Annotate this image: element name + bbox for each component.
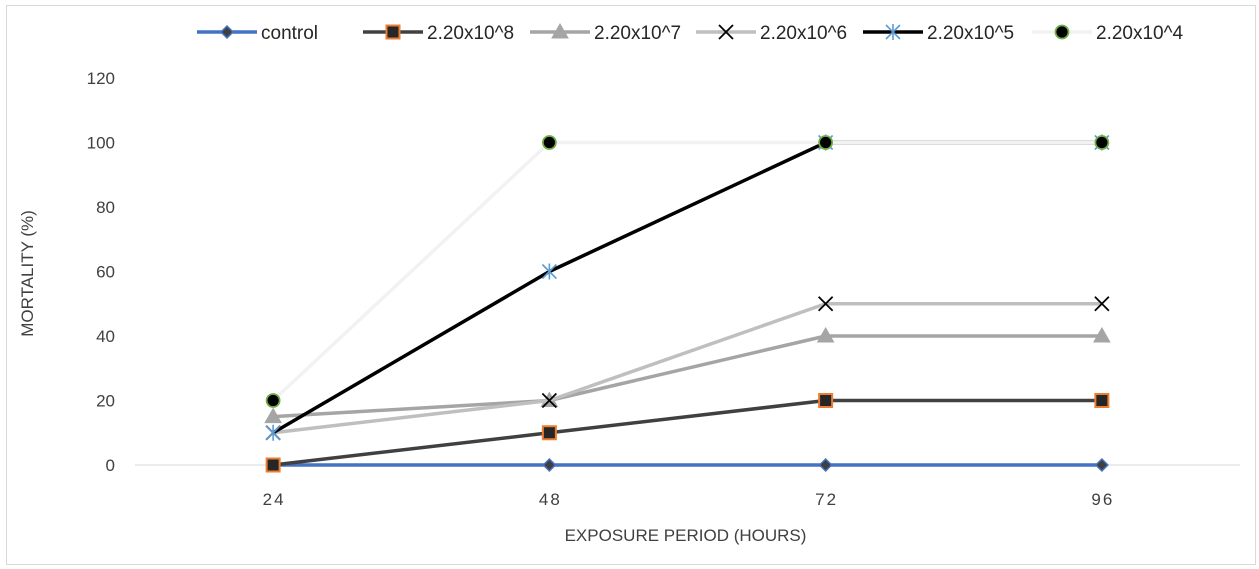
x-axis-title: EXPOSURE PERIOD (HOURS) — [565, 526, 807, 545]
data-point — [816, 326, 835, 343]
legend-marker — [219, 24, 235, 40]
y-tick-label: 100 — [87, 134, 115, 153]
data-point — [818, 457, 833, 473]
series-line — [273, 334, 1102, 419]
legend-marker — [1054, 24, 1070, 40]
legend-label: 2.20x10^5 — [927, 23, 1014, 44]
legend-label: 2.20x10^4 — [1096, 23, 1184, 44]
data-point — [541, 263, 557, 280]
series-line — [272, 140, 1102, 435]
legend-marker — [385, 24, 401, 40]
y-axis-ticks: 0 20 40 60 80 100 120 — [87, 69, 115, 475]
series-line — [272, 398, 1102, 467]
y-tick-label: 80 — [96, 198, 115, 217]
legend-marker — [885, 24, 901, 40]
y-tick-label: 40 — [96, 327, 115, 346]
series-2 — [264, 326, 1111, 424]
data-point — [542, 457, 557, 473]
legend-label: control — [261, 23, 318, 44]
data-point — [1094, 296, 1110, 312]
data-point — [818, 135, 834, 150]
data-point — [265, 457, 281, 473]
x-tick-label: 48 — [539, 490, 562, 509]
legend-marker — [718, 24, 734, 40]
legend-item: 2.20x10^6 — [696, 23, 847, 44]
y-tick-label: 120 — [87, 69, 115, 88]
legend-item: 2.20x10^5 — [863, 23, 1014, 44]
data-point — [264, 407, 282, 424]
series-layer — [264, 134, 1111, 473]
legend-label: 2.20x10^8 — [427, 23, 514, 44]
data-point — [541, 425, 557, 441]
data-point — [817, 296, 834, 312]
chart-frame: control 2.20x10^8 2.20x10^7 2.20x10^6 2.20x1… — [6, 5, 1256, 565]
data-point — [265, 393, 281, 408]
x-tick-label: 72 — [815, 490, 838, 509]
legend: control 2.20x10^8 2.20x10^7 2.20x10^6 2.20x1… — [197, 22, 1184, 44]
legend-item: control — [197, 23, 318, 44]
y-axis-title: MORTALITY (%) — [18, 210, 37, 337]
legend-item: 2.20x10^8 — [363, 23, 514, 44]
x-axis-ticks: 24 48 72 96 — [263, 490, 1114, 509]
data-point — [1094, 457, 1109, 473]
series-1 — [265, 393, 1110, 473]
series-0 — [266, 457, 1109, 473]
line-chart: control 2.20x10^8 2.20x10^7 2.20x10^6 2.20x1… — [18, 22, 1240, 545]
legend-item: 2.20x10^7 — [530, 22, 681, 44]
legend-label: 2.20x10^6 — [760, 23, 847, 44]
legend-item: 2.20x10^4 — [1032, 23, 1184, 44]
data-point — [1094, 393, 1110, 408]
y-tick-label: 0 — [106, 456, 115, 475]
legend-marker — [551, 22, 569, 39]
data-point — [265, 424, 281, 441]
series-5 — [265, 135, 1110, 408]
y-tick-label: 60 — [96, 263, 115, 282]
data-point — [1093, 326, 1111, 343]
series-line — [272, 302, 1102, 435]
x-tick-label: 24 — [263, 490, 286, 509]
series-line — [271, 140, 1102, 402]
y-tick-label: 20 — [96, 392, 115, 411]
x-tick-label: 96 — [1091, 490, 1114, 509]
data-point — [541, 392, 558, 409]
data-point — [818, 393, 834, 408]
data-point — [1094, 135, 1110, 150]
data-point — [541, 135, 557, 150]
legend-label: 2.20x10^7 — [594, 23, 681, 44]
